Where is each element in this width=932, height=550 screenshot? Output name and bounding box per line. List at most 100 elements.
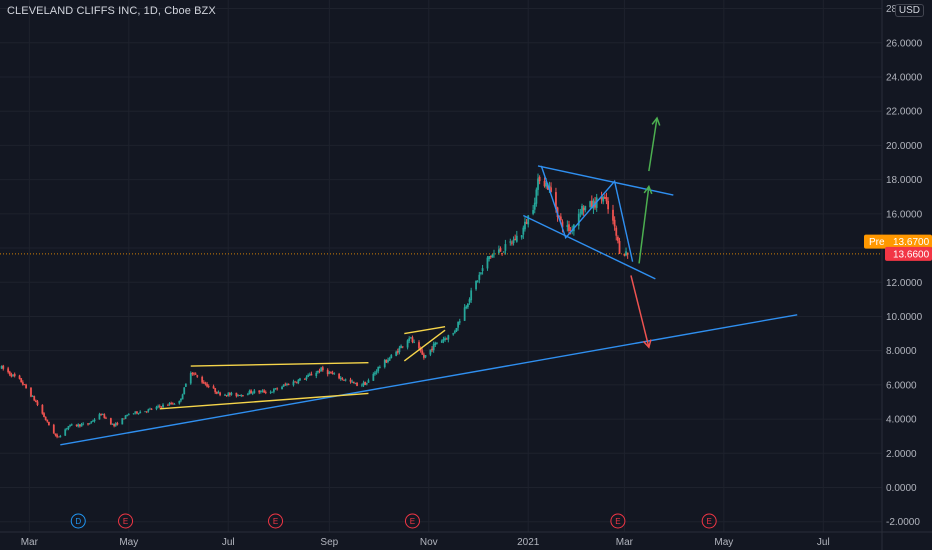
candle-body	[127, 414, 130, 415]
candle-body	[180, 398, 182, 401]
candle-body	[258, 390, 261, 393]
candle-body	[532, 210, 535, 214]
candle-body	[584, 205, 587, 211]
candle-body	[512, 239, 515, 244]
candle-body	[178, 401, 181, 404]
candle-body	[206, 383, 208, 387]
candle-body	[497, 249, 500, 253]
candle-body	[344, 379, 347, 381]
candle-body	[144, 411, 146, 413]
candle-body	[12, 374, 14, 376]
candle-body	[93, 419, 96, 422]
candle-body	[581, 205, 583, 215]
price-tick-label: 4.0000	[886, 415, 917, 426]
candle-body	[269, 391, 272, 393]
candle-body	[0, 366, 3, 369]
earnings-marker	[268, 513, 284, 529]
candle-body	[126, 414, 129, 416]
candle-body	[184, 383, 187, 387]
candle-body	[75, 424, 78, 426]
last-price-label-bg	[885, 246, 932, 261]
candle-body	[607, 200, 610, 210]
candle-body	[64, 429, 67, 436]
candle-body	[124, 415, 127, 419]
candle-body	[328, 372, 331, 374]
candle-body	[171, 403, 174, 405]
candle-body	[476, 280, 479, 282]
price-tick-label: -2.0000	[886, 517, 920, 528]
candle-body	[387, 360, 389, 362]
candle-body	[18, 375, 21, 379]
candle-body	[286, 383, 288, 385]
time-axis[interactable]: Mar May Jul Sep Nov 2021 Mar May Jul	[21, 537, 830, 548]
candle-body	[248, 391, 251, 395]
candle-body	[486, 257, 489, 269]
currency-badge[interactable]: USD	[894, 4, 924, 17]
candle-body	[475, 280, 477, 290]
candle-body	[36, 401, 39, 406]
time-tick-label: 2021	[517, 537, 540, 548]
candle-body	[590, 200, 593, 208]
price-tick-label: 2.0000	[886, 449, 917, 460]
candle-body	[555, 192, 557, 210]
candle-body	[419, 348, 422, 351]
chart-title: CLEVELAND CLIFFS INC, 1D, Cboe BZX	[7, 5, 216, 17]
candle-body	[98, 414, 101, 420]
time-tick-label: Mar	[21, 537, 39, 548]
candle-body	[493, 253, 495, 255]
time-tick-label: Mar	[616, 537, 634, 548]
candle-body	[478, 274, 481, 280]
candle-body	[253, 390, 256, 394]
candle-body	[362, 382, 365, 386]
candle-body	[515, 235, 518, 242]
candle-body	[170, 403, 173, 404]
candle-body	[315, 372, 318, 377]
candle-body	[59, 435, 62, 438]
candle-body	[92, 420, 94, 422]
last-price-label-value: 13.6600	[893, 249, 930, 260]
yellow-trendline	[404, 326, 446, 335]
candle-body	[201, 376, 204, 383]
price-tick-label: 22.0000	[886, 107, 923, 118]
candle-body	[398, 347, 401, 353]
candle-body	[330, 372, 332, 374]
candle-body	[13, 373, 16, 377]
candle-body	[7, 368, 10, 373]
earnings-marker	[118, 513, 134, 529]
candle-body	[566, 225, 569, 227]
candle-body	[111, 423, 114, 425]
candle-body	[579, 212, 582, 214]
candle-body	[303, 379, 306, 380]
candle-body	[377, 366, 380, 372]
candle-body	[511, 242, 513, 244]
price-tick-label: 20.0000	[886, 141, 923, 152]
candle-body	[603, 197, 606, 199]
price-tick-label: 6.0000	[886, 380, 917, 391]
candle-body	[149, 408, 151, 410]
candle-body	[401, 346, 404, 348]
candle-body	[501, 252, 504, 254]
candle-body	[406, 340, 409, 348]
candle-body	[310, 373, 313, 376]
candle-body	[445, 338, 448, 340]
candle-body	[463, 307, 466, 321]
candle-body	[157, 405, 160, 407]
candle-body	[429, 349, 432, 355]
price-tick-label: 10.0000	[886, 312, 923, 323]
candle-body	[413, 341, 415, 343]
candle-body	[136, 411, 138, 414]
candle-body	[109, 418, 112, 425]
candle-body	[338, 373, 341, 379]
candle-body	[509, 241, 512, 243]
candle-body	[274, 388, 277, 390]
candle-body	[318, 370, 321, 372]
candle-body	[383, 360, 386, 368]
candle-body	[65, 428, 68, 430]
candle-body	[282, 384, 285, 387]
candle-body	[524, 221, 526, 230]
time-tick-label: Sep	[320, 537, 338, 548]
price-axis[interactable]: -2.0000 0.0000 2.0000 4.0000 6.0000 8.0000 10.…	[886, 4, 923, 528]
candle-body	[297, 379, 300, 384]
